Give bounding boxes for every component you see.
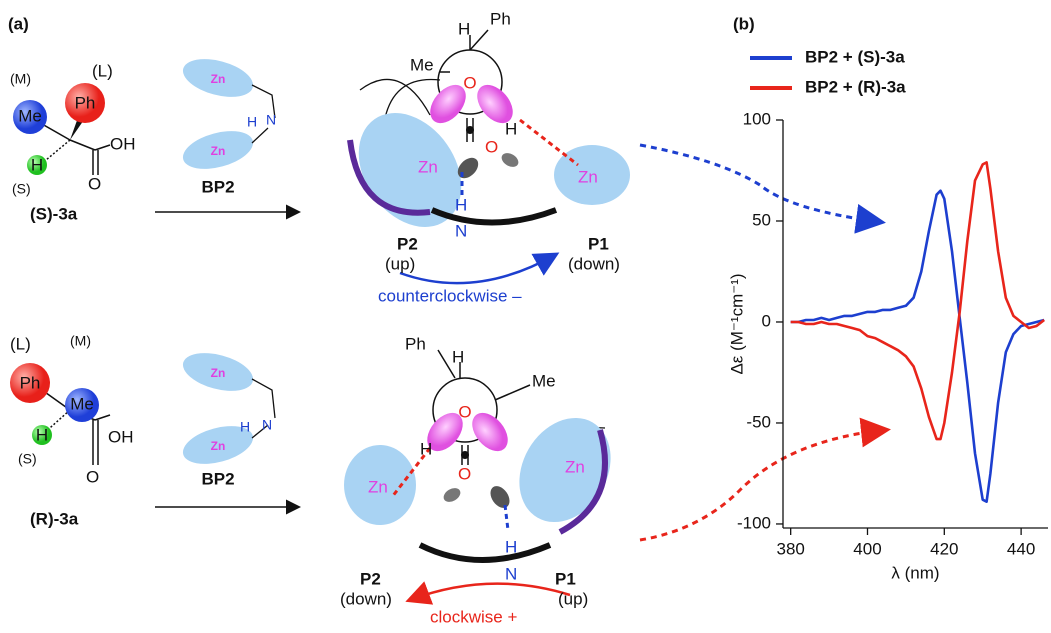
atom-label: Ph: [405, 334, 426, 353]
site-state: (up): [385, 254, 415, 273]
y-tick-label: -100: [737, 513, 771, 532]
atom-label: Me: [18, 106, 42, 125]
atom-label: OH: [108, 427, 134, 446]
atom-label: Me: [410, 55, 434, 74]
size-label: (M): [10, 71, 31, 87]
x-axis-label: λ (nm): [891, 563, 939, 582]
reagent-name: BP2: [201, 177, 234, 196]
config-label: (S): [12, 181, 31, 197]
atom-label: Ph: [75, 93, 96, 112]
zn-label: Zn: [211, 72, 226, 86]
atom-label: O: [86, 467, 99, 486]
atom-label: Me: [532, 371, 556, 390]
legend-label: BP2 + (R)-3a: [805, 77, 906, 96]
twist-label: clockwise +: [430, 607, 517, 626]
atom-label: N: [505, 564, 517, 583]
y-axis-label: Δε (M⁻¹cm⁻¹): [727, 273, 746, 374]
zn-label: Zn: [418, 157, 438, 176]
x-tick-label: 440: [1007, 539, 1035, 558]
atom-label: H: [455, 195, 467, 214]
atom-label: O: [463, 73, 476, 92]
atom-label: O: [458, 464, 471, 483]
site-name: P2: [397, 234, 418, 253]
atom-label: H: [247, 114, 257, 130]
atom-label: Me: [70, 394, 94, 413]
site-state: (down): [568, 254, 620, 273]
atom-label: H: [36, 425, 48, 444]
atom-label: OH: [110, 134, 136, 153]
atom-label: H: [240, 419, 250, 435]
site-name: P2: [360, 569, 381, 588]
zn-label: Zn: [211, 366, 226, 380]
atom-label: H: [505, 119, 517, 138]
site-state: (down): [340, 589, 392, 608]
y-tick-label: -50: [746, 412, 771, 431]
compound-name: (R)-3a: [30, 509, 79, 528]
site-name: P1: [555, 569, 576, 588]
atom-label: H: [31, 155, 43, 174]
zn-label: Zn: [211, 144, 226, 158]
series-line: [791, 191, 1044, 502]
zn-label: Zn: [565, 457, 585, 476]
atom-label: N: [262, 417, 272, 433]
site-state: (up): [558, 589, 588, 608]
config-label: (S): [18, 451, 37, 467]
atom-label: N: [266, 112, 276, 128]
atom-label: H: [458, 19, 470, 38]
y-tick-label: 50: [752, 210, 771, 229]
x-tick-label: 420: [930, 539, 958, 558]
cd-chart: -100 -50 0 50 100 380 400 420 440 λ (nm) Δε (M⁻¹cm…: [727, 47, 1048, 582]
zn-label: Zn: [578, 167, 598, 186]
atom-label: Ph: [490, 9, 511, 28]
atom-label: O: [458, 402, 471, 421]
atom-label: H: [452, 347, 464, 366]
complex-bottom: [344, 350, 885, 600]
y-tick-label: 100: [743, 109, 771, 128]
reagent-name: BP2: [201, 469, 234, 488]
legend-label: BP2 + (S)-3a: [805, 47, 905, 66]
zn-label: Zn: [211, 439, 226, 453]
compound-name: (S)-3a: [30, 204, 78, 223]
atom-label: N: [455, 221, 467, 240]
twist-label: counterclockwise –: [378, 286, 522, 305]
panel-label: (a): [8, 14, 29, 33]
figure: (a) (M) (L) Me Ph H OH O (S) (S)-3a Zn Z…: [0, 0, 1051, 628]
panel-label: (b): [733, 14, 755, 33]
x-tick-label: 400: [853, 539, 881, 558]
atom-label: O: [88, 174, 101, 193]
x-tick-label: 380: [776, 539, 804, 558]
size-label: (M): [70, 333, 91, 349]
atom-label: Ph: [20, 373, 41, 392]
atom-label: H: [420, 439, 432, 458]
series-line: [791, 162, 1044, 439]
zn-label: Zn: [368, 477, 388, 496]
compound-top: [13, 83, 110, 175]
atom-label: H: [505, 537, 517, 556]
page: (a) (M) (L) Me Ph H OH O (S) (S)-3a Zn Z…: [0, 0, 1051, 633]
y-tick-label: 0: [762, 311, 771, 330]
atom-label: O: [485, 137, 498, 156]
site-name: P1: [588, 234, 609, 253]
size-label: (L): [10, 334, 31, 353]
size-label: (L): [92, 61, 113, 80]
